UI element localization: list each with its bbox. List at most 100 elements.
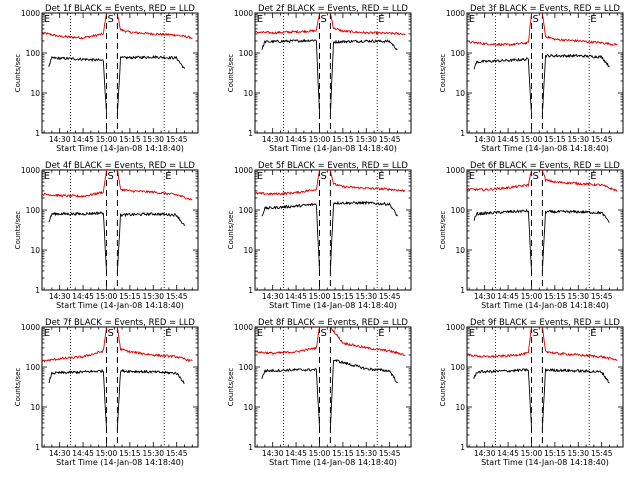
events-series-1 <box>261 39 320 114</box>
lld-series-2 <box>116 326 193 362</box>
x-axis-label: Start Time (14-Jan-08 14:18:40) <box>56 458 184 467</box>
x-tick-label: 14:30 <box>474 135 496 144</box>
chart-title: Det 7f BLACK = Events, RED = LLD <box>45 318 195 328</box>
marker-label-e: E <box>378 171 384 182</box>
events-series-2 <box>541 368 610 428</box>
lld-series-1 <box>255 169 320 196</box>
x-tick-label: 15:45 <box>166 449 188 458</box>
x-tick-label: 14:45 <box>497 135 519 144</box>
lld-series-1 <box>467 169 532 192</box>
x-tick-label: 15:30 <box>355 292 377 301</box>
y-tick-label: 10 <box>30 403 40 412</box>
x-tick-label: 14:45 <box>497 449 519 458</box>
x-tick-label: 15:15 <box>119 292 141 301</box>
marker-label-s: S <box>532 171 538 182</box>
lld-series-1 <box>42 169 107 198</box>
x-tick-label: 15:45 <box>166 292 188 301</box>
marker-label-e: E <box>590 14 596 25</box>
chart-panel-9f: Det 9f BLACK = Events, RED = LLD 1 10 100 10… <box>439 318 624 467</box>
x-tick-label: 14:30 <box>49 292 71 301</box>
y-tick-label: 10 <box>455 403 465 412</box>
chart-panel-6f: Det 6f BLACK = Events, RED = LLD 1 10 100 10… <box>439 161 624 310</box>
plot-frame <box>254 326 412 448</box>
x-axis-label: Start Time (14-Jan-08 14:18:40) <box>56 301 184 310</box>
y-tick-label: 1000 <box>234 323 253 332</box>
y-tick-label: 1 <box>35 129 40 138</box>
marker-label-e: E <box>44 14 50 25</box>
marker-label-e: E <box>590 171 596 182</box>
y-tick-label: 1000 <box>446 166 465 175</box>
events-series-2 <box>116 212 185 271</box>
y-tick-label: 1 <box>35 443 40 452</box>
chart-title: Det 2f BLACK = Events, RED = LLD <box>258 4 408 14</box>
events-series-1 <box>473 368 532 428</box>
marker-label-s: S <box>320 328 326 339</box>
chart-panel-5f: Det 5f BLACK = Events, RED = LLD 1 10 100 10… <box>227 161 412 310</box>
y-axis-label: Counts/sec <box>14 211 22 250</box>
events-series-2 <box>116 55 185 114</box>
x-tick-label: 15:00 <box>96 449 118 458</box>
x-tick-label: 15:00 <box>309 292 331 301</box>
y-tick-label: 1000 <box>446 9 465 18</box>
x-tick-label: 15:00 <box>309 135 331 144</box>
events-series-1 <box>48 369 107 428</box>
x-tick-label: 15:15 <box>544 292 566 301</box>
x-tick-label: 15:15 <box>332 135 354 144</box>
marker-label-e: E <box>378 328 384 339</box>
marker-label-e: E <box>257 171 263 182</box>
y-tick-label: 100 <box>26 206 41 215</box>
lld-series-2 <box>116 12 193 39</box>
y-tick-label: 1 <box>248 129 253 138</box>
y-tick-label: 10 <box>30 89 40 98</box>
y-tick-label: 100 <box>239 49 254 58</box>
events-series-2 <box>329 39 398 114</box>
x-tick-label: 15:30 <box>142 449 164 458</box>
marker-label-s: S <box>107 328 113 339</box>
chart-title: Det 9f BLACK = Events, RED = LLD <box>470 318 620 328</box>
plot-frame <box>41 12 199 134</box>
x-tick-label: 15:15 <box>332 449 354 458</box>
chart-panel-7f: Det 7f BLACK = Events, RED = LLD 1 10 100 10… <box>14 318 199 467</box>
plot-frame <box>41 326 199 448</box>
plot-frame <box>254 12 412 134</box>
events-series-2 <box>541 209 610 271</box>
x-tick-label: 14:45 <box>72 449 94 458</box>
marker-label-e: E <box>44 328 50 339</box>
x-tick-label: 14:45 <box>497 292 519 301</box>
x-tick-label: 15:30 <box>567 292 589 301</box>
chart-title: Det 3f BLACK = Events, RED = LLD <box>470 4 620 14</box>
lld-series-1 <box>467 326 532 358</box>
x-axis-label: Start Time (14-Jan-08 14:18:40) <box>269 144 397 153</box>
marker-label-s: S <box>532 328 538 339</box>
lld-series-1 <box>255 12 320 35</box>
chart-panel-4f: Det 4f BLACK = Events, RED = LLD 1 10 100 10… <box>14 161 199 310</box>
marker-label-e: E <box>469 14 475 25</box>
events-series-1 <box>261 203 320 271</box>
y-tick-label: 1000 <box>21 323 40 332</box>
y-axis-label: Counts/sec <box>14 54 22 93</box>
y-tick-label: 1000 <box>446 323 465 332</box>
marker-label-s: S <box>320 171 326 182</box>
x-tick-label: 15:15 <box>119 135 141 144</box>
chart-panel-2f: Det 2f BLACK = Events, RED = LLD 1 10 100 10… <box>227 4 412 153</box>
y-axis-label: Counts/sec <box>439 368 447 407</box>
plot-frame <box>466 12 624 134</box>
lld-series-2 <box>329 12 406 36</box>
x-tick-label: 15:15 <box>544 135 566 144</box>
y-tick-label: 100 <box>239 363 254 372</box>
marker-label-e: E <box>469 171 475 182</box>
marker-label-e: E <box>590 328 596 339</box>
x-tick-label: 14:30 <box>474 449 496 458</box>
lld-series-2 <box>329 169 406 193</box>
x-tick-label: 14:30 <box>262 292 284 301</box>
x-tick-label: 15:00 <box>521 449 543 458</box>
x-tick-label: 15:00 <box>521 135 543 144</box>
x-tick-label: 14:45 <box>72 292 94 301</box>
events-series-2 <box>541 54 610 114</box>
x-tick-label: 15:30 <box>355 135 377 144</box>
x-tick-label: 14:30 <box>262 135 284 144</box>
x-axis-label: Start Time (14-Jan-08 14:18:40) <box>481 144 609 153</box>
y-tick-label: 100 <box>451 206 466 215</box>
marker-label-s: S <box>107 171 113 182</box>
